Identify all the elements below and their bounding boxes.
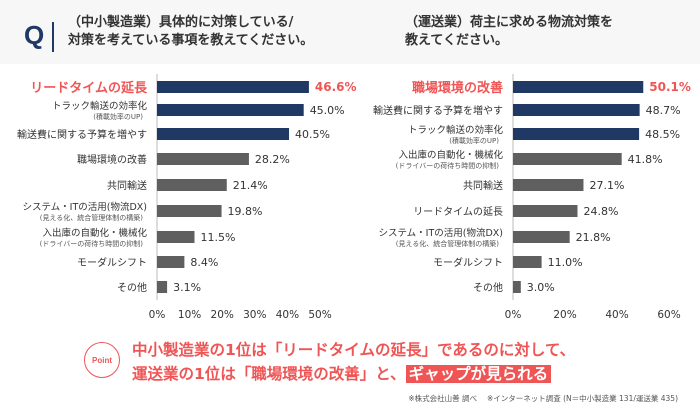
data-label: 24.8%: [583, 205, 618, 218]
bar: [157, 104, 304, 116]
tick-label: 0%: [505, 309, 522, 321]
bar: [157, 256, 185, 268]
category-label: トラック輸送の効率化: [408, 124, 504, 136]
category-label: リードタイムの延長: [413, 206, 503, 218]
tick-label: 50%: [308, 309, 331, 321]
data-label: 28.2%: [255, 153, 290, 166]
divider: [52, 22, 54, 52]
data-label: 27.1%: [589, 179, 624, 192]
data-label: 48.7%: [646, 104, 681, 117]
category-label: 輸送費に関する予算を増やす: [17, 128, 147, 141]
category-label: 職場環境の改善: [77, 153, 147, 166]
tick-label: 20%: [553, 309, 576, 321]
data-label: 11.5%: [200, 231, 235, 244]
category-sublabel: (見える化、統合管理体制の構築): [40, 213, 144, 222]
data-label: 48.5%: [645, 128, 680, 141]
data-label: 45.0%: [310, 104, 345, 117]
category-label: 共同輸送: [463, 179, 503, 192]
point-message: 中小製造業の1位は「リードタイムの延長」であるのに対して、 運送業の1位は「職場…: [132, 338, 575, 386]
data-label: 40.5%: [295, 128, 330, 141]
category-label: モーダルシフト: [433, 256, 503, 269]
category-label: 職場環境の改善: [412, 80, 503, 96]
category-sublabel: (積載効率のUP): [93, 112, 143, 121]
category-label: システム・ITの活用(物流DX): [22, 201, 147, 213]
q-mark: Q: [24, 20, 45, 50]
category-sublabel: (ドライバーの荷待ち時間の抑制): [396, 161, 500, 170]
category-sublabel: (積載効率のUP): [449, 136, 499, 145]
data-label: 11.0%: [548, 256, 583, 269]
data-label: 50.1%: [649, 80, 691, 94]
line: （中小製造業）具体的に対策している/: [68, 15, 294, 30]
bar: [513, 256, 542, 268]
point-badge: Point: [84, 342, 120, 378]
point-highlight: ギャップが見られる: [405, 365, 552, 383]
category-label: トラック輸送の効率化: [52, 100, 148, 112]
category-sublabel: (見える化、統合管理体制の構築): [396, 239, 500, 248]
category-label: 輸送費に関する予算を増やす: [373, 104, 503, 117]
tick-label: 0%: [149, 309, 166, 321]
bar: [513, 153, 622, 165]
data-label: 3.0%: [527, 281, 555, 294]
category-label: 入出庫の自動化・機械化: [398, 149, 503, 161]
bar: [157, 153, 249, 165]
data-label: 8.4%: [190, 256, 218, 269]
category-label: 入出庫の自動化・機械化: [42, 227, 147, 239]
bar: [513, 231, 570, 243]
header: [0, 0, 700, 64]
category-label: モーダルシフト: [77, 256, 147, 269]
category-label: リードタイムの延長: [30, 80, 148, 96]
tick-label: 20%: [211, 309, 234, 321]
bar: [157, 128, 290, 140]
charts: 46.6%リードタイムの延長45.0%トラック輸送の効率化(積載効率のUP)40…: [17, 74, 691, 321]
category-sublabel: (ドライバーの荷待ち時間の抑制): [40, 239, 144, 248]
category-label: 共同輸送: [107, 179, 147, 192]
tick-label: 40%: [276, 309, 299, 321]
point-line1: 中小製造業の1位は「リードタイムの延長」であるのに対して、: [132, 341, 576, 359]
bar: [513, 128, 640, 140]
category-label: その他: [117, 281, 147, 294]
tick-label: 40%: [605, 309, 628, 321]
left-question: （中小製造業）具体的に対策している/対策を考えている事項を教えてください。: [68, 14, 313, 50]
bar: [157, 205, 222, 217]
line: （運送業）荷主に求める物流対策を: [405, 15, 614, 30]
bar: [513, 281, 521, 293]
category-label: システム・ITの活用(物流DX): [378, 227, 503, 239]
tick-label: 30%: [243, 309, 266, 321]
bar: [157, 231, 195, 243]
data-label: 46.6%: [315, 80, 357, 94]
right-question: （運送業）荷主に求める物流対策を 教えてください。: [405, 14, 613, 50]
line: 対策を考えている事項を教えてください。: [68, 33, 314, 48]
bar: [513, 179, 584, 191]
data-label: 21.4%: [233, 179, 268, 192]
bar: [157, 81, 309, 93]
point-line2: 運送業の1位は「職場環境の改善」と、 ギャップが見られる: [132, 362, 575, 386]
point-line2-text: 運送業の1位は「職場環境の改善」と、: [132, 365, 406, 383]
data-label: 19.8%: [228, 205, 263, 218]
bar: [157, 281, 168, 293]
source-note: ※株式会社山善 調べ ※インターネット調査 (N＝中小製造業 131/運送業 4…: [408, 394, 678, 403]
data-label: 21.8%: [576, 231, 611, 244]
bar: [513, 205, 578, 217]
bar: [513, 104, 640, 116]
category-label: その他: [473, 281, 503, 294]
data-label: 41.8%: [628, 153, 663, 166]
tick-label: 60%: [657, 309, 680, 321]
bar: [157, 179, 227, 191]
tick-label: 10%: [178, 309, 201, 321]
bar: [513, 81, 644, 93]
data-label: 3.1%: [173, 281, 201, 294]
line: 教えてください。: [405, 33, 508, 48]
